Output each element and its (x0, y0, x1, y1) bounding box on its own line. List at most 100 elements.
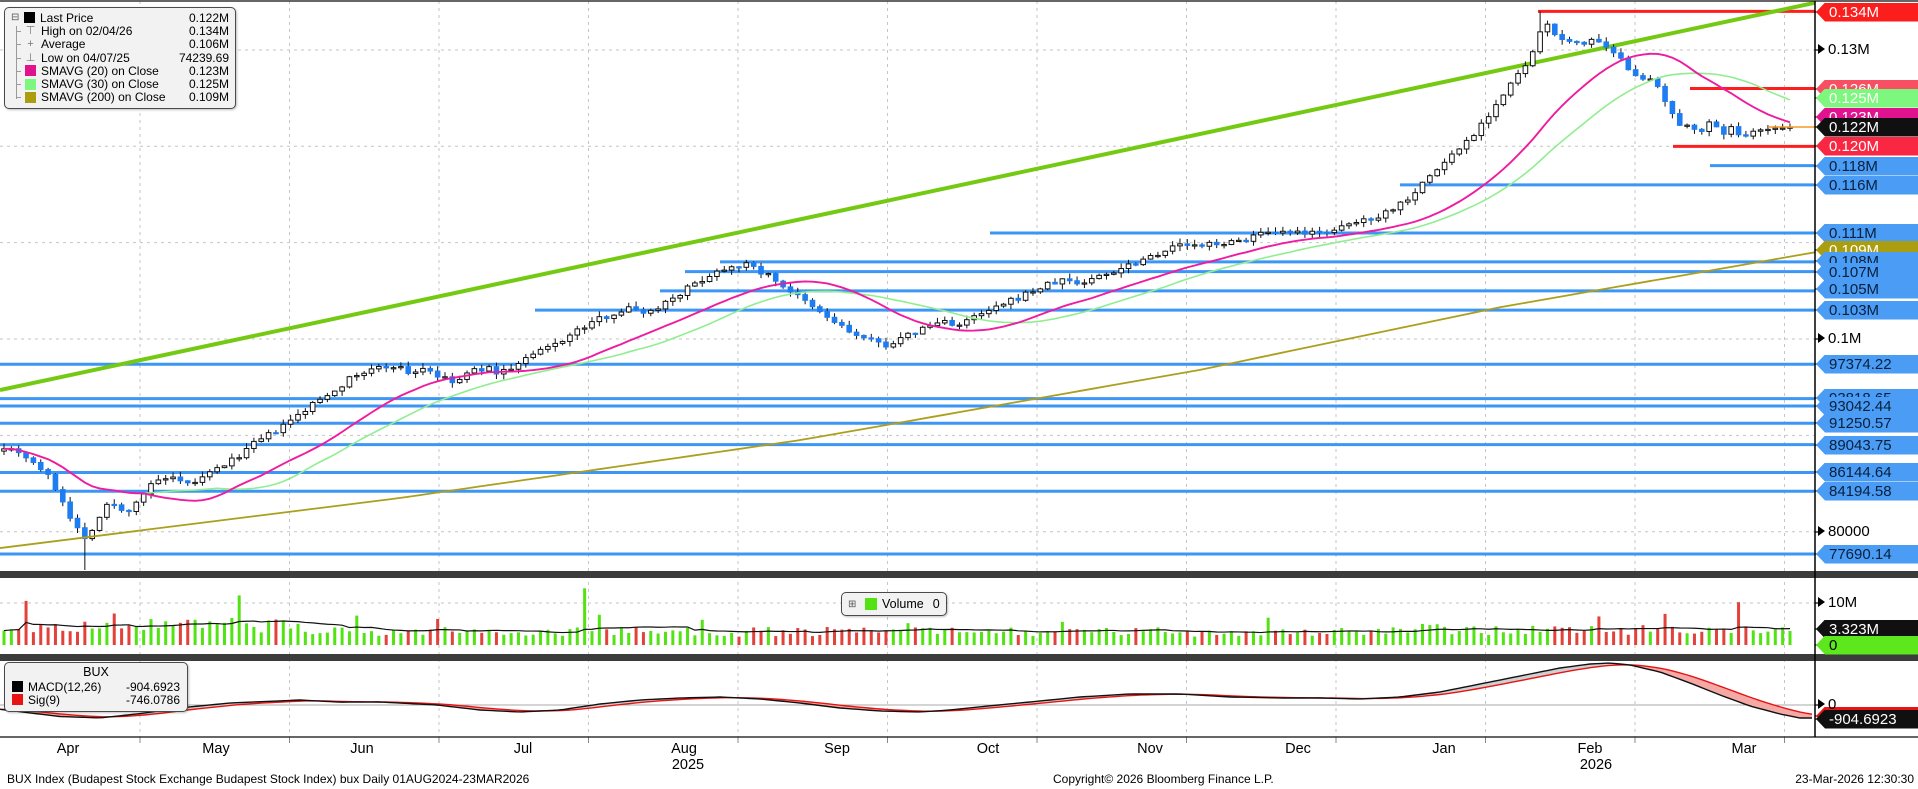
up-candle (1147, 255, 1154, 260)
down-candle (37, 461, 44, 471)
volume-legend[interactable]: ⊞ Volume 0 (841, 592, 947, 616)
down-candle (1603, 41, 1610, 48)
up-candle (1125, 263, 1132, 270)
up-candle (934, 322, 941, 327)
up-candle (1169, 245, 1176, 252)
up-candle (1265, 231, 1271, 234)
down-candle (118, 504, 125, 511)
collapse-icon[interactable]: ⊟ (11, 12, 20, 24)
up-candle (199, 476, 206, 483)
axis-tick-arrow-icon (1818, 699, 1825, 709)
up-candle (221, 465, 228, 469)
price-levels (0, 9, 1815, 556)
last-price-swatch-icon (24, 12, 35, 24)
down-candle (1625, 57, 1632, 71)
axis-tick-arrow-icon (1818, 333, 1825, 343)
down-candle (839, 321, 845, 326)
pane-separator[interactable] (0, 654, 1918, 661)
up-candle (545, 345, 551, 350)
up-candle (743, 262, 750, 268)
up-candle (214, 467, 220, 473)
down-candle (772, 273, 779, 282)
up-candle (1280, 230, 1286, 234)
up-candle (905, 332, 911, 339)
axis-price-tag: 97374.22 (1816, 354, 1918, 374)
legend-item-smavg30[interactable]: SMAVG (30) on Close 0.125M (11, 77, 229, 91)
macd-title: BUX (83, 665, 109, 679)
up-candle (655, 308, 661, 311)
down-candle (1316, 230, 1323, 233)
legend-item-smavg20[interactable]: SMAVG (20) on Close 0.123M (11, 64, 229, 78)
up-candle (699, 281, 706, 284)
up-candle (978, 313, 985, 317)
legend-item-last-price[interactable]: ⊟ Last Price 0.122M (11, 11, 229, 25)
up-candle (721, 269, 728, 272)
copyright-text: Copyright© 2026 Bloomberg Finance L.P. (1053, 772, 1274, 786)
up-candle (1353, 222, 1360, 225)
legend-item-high[interactable]: ⊤ High on 02/04/26 0.134M (11, 24, 229, 38)
down-candle (1184, 243, 1191, 246)
up-candle (897, 337, 904, 345)
legend-item-smavg200[interactable]: SMAVG (200) on Close 0.109M (11, 90, 229, 104)
legend-item-low[interactable]: ⊥ Low on 04/07/25 74239.69 (11, 51, 229, 65)
up-candle (647, 309, 654, 314)
up-candle (1728, 126, 1735, 135)
down-candle (1066, 278, 1073, 282)
up-candle (941, 319, 948, 324)
up-candle (1140, 258, 1147, 266)
axis-tick-arrow-icon (1818, 526, 1825, 536)
smavg200-swatch-icon (25, 91, 36, 103)
down-candle (883, 341, 889, 348)
up-candle (1000, 303, 1007, 307)
legend-item-average[interactable]: + Average 0.106M (11, 37, 229, 51)
down-candle (831, 316, 838, 323)
up-candle (368, 368, 375, 374)
up-candle (258, 438, 265, 442)
down-candle (1552, 23, 1558, 36)
down-candle (750, 262, 757, 267)
down-candle (868, 337, 875, 340)
legend-item-macd[interactable]: MACD(12,26) -904.6923 (12, 680, 180, 694)
down-candle (1618, 52, 1624, 59)
down-candle (875, 338, 882, 343)
down-candle (434, 370, 441, 378)
down-candle (787, 286, 794, 293)
axis-price-tag: 0.134M (1816, 2, 1918, 22)
up-candle (1772, 127, 1779, 130)
volume-value: 0 (932, 597, 940, 611)
axis-tick-label: 80000 (1818, 523, 1870, 541)
up-candle (1419, 181, 1426, 194)
macd-legend[interactable]: BUX MACD(12,26) -904.6923 Sig(9) -746.07… (4, 662, 188, 712)
up-candle (265, 432, 272, 440)
up-candle (324, 395, 331, 400)
down-candle (126, 509, 132, 513)
down-candle (1574, 40, 1580, 44)
axis-price-tag: 0.120M (1816, 136, 1918, 156)
month-label: Jul (513, 741, 533, 757)
price-legend[interactable]: ⊟ Last Price 0.122M ⊤ High on 02/04/26 0… (4, 7, 236, 110)
year-label: 2026 (1579, 757, 1613, 773)
axis-tick-label: 10M (1818, 594, 1857, 612)
up-candle (581, 327, 588, 330)
down-candle (802, 294, 808, 301)
up-candle (1485, 116, 1492, 124)
up-candle (714, 270, 720, 277)
down-candle (912, 332, 919, 335)
sig-line (0, 664, 1813, 718)
up-candle (398, 366, 404, 369)
down-candle (1632, 69, 1639, 77)
expand-icon[interactable]: ⊞ (848, 598, 857, 610)
down-candle (1669, 100, 1676, 115)
axis-price-tag: 0.105M (1816, 279, 1918, 299)
pane-separator[interactable] (0, 571, 1918, 578)
up-candle (243, 447, 250, 459)
up-candle (1471, 135, 1477, 141)
legend-item-sig[interactable]: Sig(9) -746.0786 (12, 693, 180, 707)
down-candle (1566, 38, 1573, 42)
volume-label: Volume (882, 597, 924, 611)
up-candle (1155, 254, 1161, 258)
up-candle (1250, 234, 1257, 242)
down-candle (633, 306, 639, 311)
